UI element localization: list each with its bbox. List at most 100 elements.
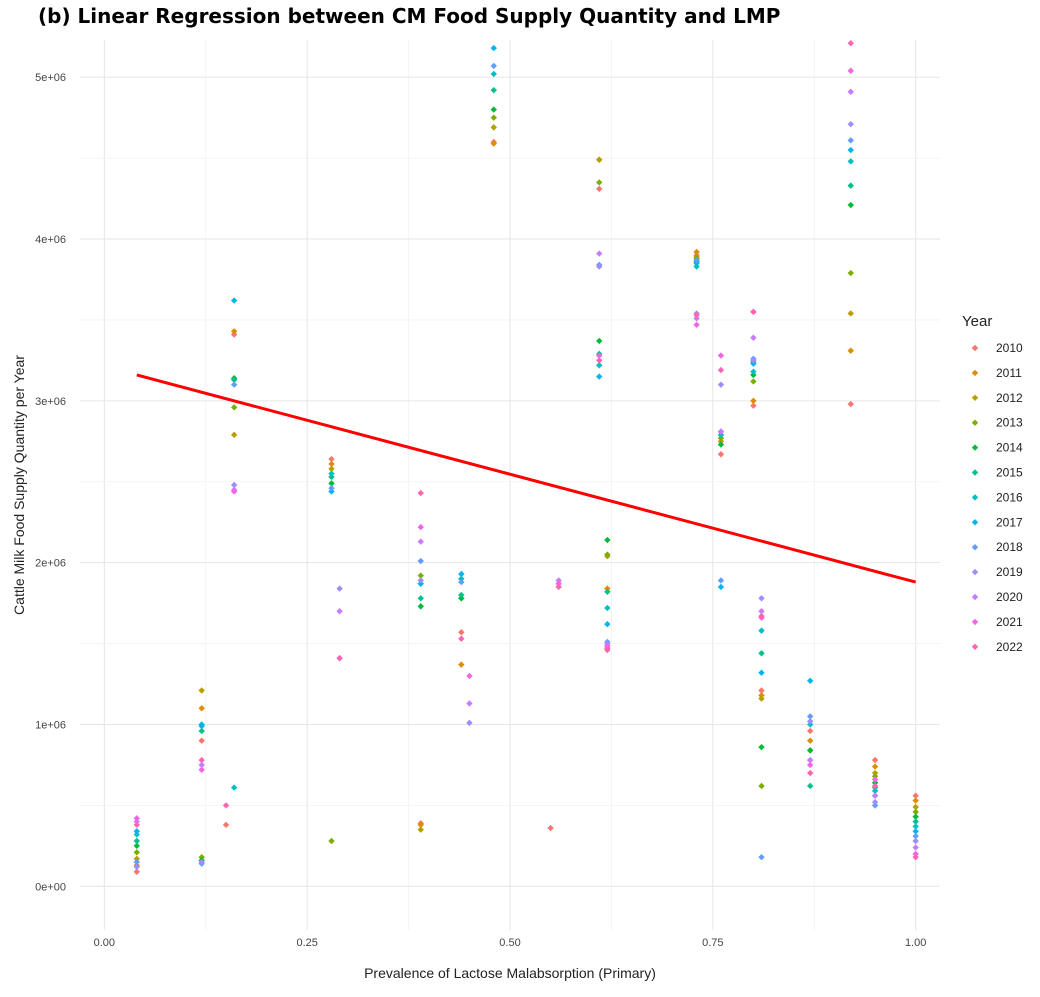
scatter-point — [717, 441, 725, 448]
scatter-point — [758, 669, 765, 676]
scatter-point — [133, 815, 140, 822]
legend-key — [971, 494, 979, 501]
scatter-point — [458, 578, 465, 586]
scatter-point — [230, 331, 238, 338]
legend-label: 2021 — [996, 615, 1023, 629]
y-axis-label: Cattle Milk Food Supply Quantity per Yea… — [11, 355, 27, 615]
legend-label: 2011 — [996, 366, 1022, 380]
y-tick-label: 3e+06 — [35, 396, 66, 408]
scatter-point — [417, 603, 424, 610]
scatter-point — [717, 352, 725, 359]
scatter-point — [328, 470, 335, 477]
scatter-point — [555, 577, 562, 584]
scatter-point — [466, 672, 473, 680]
scatter-point — [596, 337, 603, 345]
legend-key — [971, 419, 979, 426]
scatter-point — [133, 849, 140, 856]
scatter-point — [912, 808, 919, 816]
scatter-point — [758, 612, 765, 620]
scatter-point — [604, 604, 611, 612]
scatter-point — [847, 201, 854, 209]
legend-label: 2019 — [996, 565, 1023, 579]
scatter-point — [328, 480, 335, 487]
legend-key — [971, 469, 979, 476]
scatter-point — [693, 315, 700, 322]
scatter-point — [198, 756, 205, 764]
scatter-point — [230, 481, 238, 489]
scatter-point — [847, 146, 854, 154]
scatter-point — [336, 654, 343, 662]
scatter-point — [417, 489, 424, 497]
scatter-point — [717, 438, 725, 445]
scatter-point — [133, 828, 140, 835]
scatter-point — [871, 792, 879, 799]
scatter-point — [871, 779, 879, 786]
scatter-point — [758, 627, 765, 634]
scatter-point — [717, 428, 725, 435]
legend-key — [971, 519, 979, 526]
legend-key — [971, 643, 979, 650]
scatter-point — [912, 844, 919, 851]
x-axis-ticks: 0.00 0.25 0.50 0.75 1.00 — [94, 937, 927, 949]
y-tick-label: 4e+06 — [35, 234, 66, 246]
scatter-point — [912, 818, 919, 825]
scatter-point — [847, 67, 854, 74]
scatter-point — [912, 792, 919, 799]
scatter-point — [230, 488, 238, 495]
scatter-point — [198, 687, 205, 694]
scatter-point — [847, 137, 854, 144]
x-axis-label: Prevalence of Lactose Malabsorption (Pri… — [364, 965, 656, 981]
scatter-point — [758, 687, 765, 694]
y-tick-label: 5e+06 — [35, 72, 66, 84]
scatter-point — [717, 451, 725, 458]
scatter-point — [871, 773, 879, 780]
legend-key — [971, 344, 979, 352]
scatter-point — [806, 718, 814, 725]
scatter-point — [871, 782, 879, 790]
scatter-point — [758, 782, 765, 790]
scatter-point — [604, 643, 611, 651]
scatter-point — [336, 585, 343, 592]
scatter-point — [230, 376, 238, 384]
scatter-point — [806, 721, 814, 728]
scatter-point — [490, 70, 497, 78]
legend-key — [971, 444, 979, 451]
scatter-point — [806, 737, 814, 744]
legend-label: 2015 — [996, 466, 1023, 480]
scatter-point — [230, 431, 238, 439]
scatter-point — [806, 756, 814, 764]
legend-label: 2018 — [996, 540, 1023, 554]
scatter-point — [133, 863, 140, 871]
scatter-point — [693, 311, 700, 319]
scatter-point — [328, 485, 335, 492]
scatter-point — [198, 737, 205, 744]
scatter-point — [222, 821, 230, 829]
legend-label: 2010 — [996, 341, 1023, 355]
scatter-point — [717, 431, 725, 439]
scatter-point — [750, 371, 757, 379]
scatter-point — [871, 776, 879, 783]
scatter-point — [133, 831, 140, 838]
scatter-point — [693, 248, 700, 256]
scatter-point — [604, 536, 611, 544]
scatter-point — [417, 538, 424, 545]
scatter-point — [328, 455, 335, 463]
scatter-point — [458, 595, 465, 602]
scatter-point — [458, 629, 465, 636]
x-tick-label: 0.75 — [702, 937, 723, 949]
scatter-point — [717, 381, 725, 388]
scatter-point — [758, 595, 765, 602]
scatter-point — [847, 400, 854, 408]
legend-key — [971, 593, 979, 601]
x-tick-label: 0.00 — [94, 937, 115, 949]
scatter-point — [806, 769, 814, 777]
scatter-point — [693, 321, 700, 328]
scatter-point — [466, 700, 473, 707]
scatter-point — [417, 821, 424, 829]
scatter-point — [133, 858, 140, 866]
scatter-point — [758, 743, 765, 751]
scatter-point — [750, 360, 757, 367]
scatter-point — [912, 850, 919, 858]
